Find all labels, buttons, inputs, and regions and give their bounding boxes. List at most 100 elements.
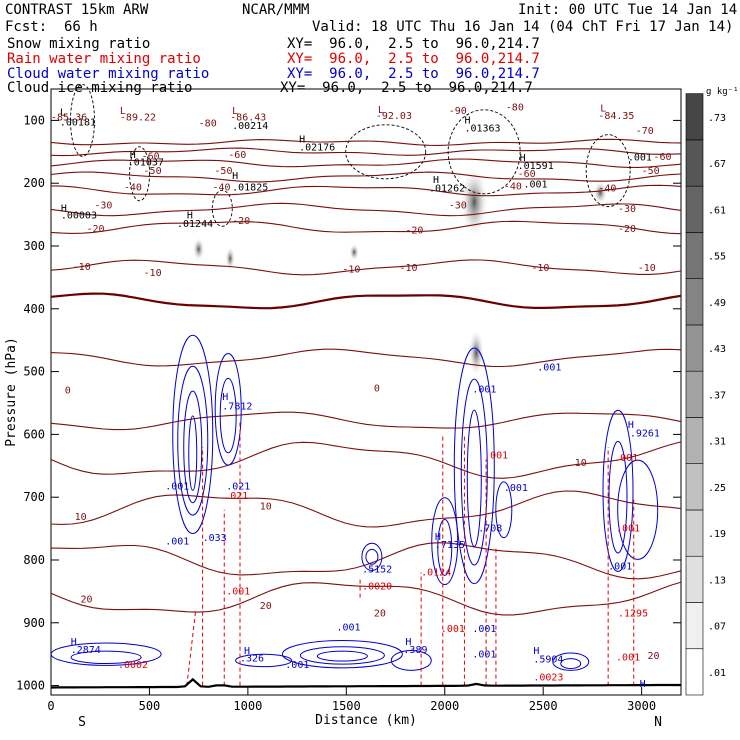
contour-label: -10 — [144, 268, 162, 279]
contour-label: -30 — [618, 204, 636, 215]
cloud-water-contour — [552, 652, 590, 671]
contour-label: -10 — [73, 262, 91, 273]
colorbar-step — [685, 602, 704, 650]
model-title: CONTRAST 15km ARW — [5, 2, 149, 18]
contour-label: .001 — [484, 450, 508, 461]
contour-label: .0020 — [362, 581, 392, 592]
contour-label: H — [435, 532, 441, 543]
rain-contour — [186, 610, 197, 686]
contour-label: 10 — [260, 502, 272, 513]
cloud-water-contour — [50, 642, 162, 666]
cloud-ice-contour — [70, 83, 95, 157]
field-name-cloud-water: Cloud water mixing ratio — [7, 66, 210, 82]
contour-label: 10 — [75, 512, 87, 523]
cloud-water-contour — [495, 481, 513, 539]
colorbar-step — [685, 555, 704, 603]
contour-label: .7812 — [222, 401, 252, 412]
endpoint-north: N — [654, 715, 662, 730]
cloud-water-contour — [172, 334, 214, 535]
cloud-ice-contour — [585, 134, 631, 208]
isotherm-line — [50, 292, 682, 310]
contour-label: .02176 — [299, 143, 335, 154]
x-tick-label: 1500 — [332, 699, 361, 713]
contour-label: L — [232, 106, 238, 117]
forecast-label: Fcst: — [5, 19, 48, 35]
contour-label: -40 — [124, 183, 142, 194]
cloud-water-contour — [183, 390, 203, 504]
y-tick-label: 200 — [23, 176, 45, 190]
contour-label: -20 — [405, 225, 423, 236]
contour-label: L — [600, 104, 606, 115]
cloud-ice-contour — [345, 124, 427, 180]
y-tick-label: 100 — [23, 113, 45, 127]
colorbar: .01 .07 .13 .19 .25 .31 .37 .43 .49 .55 .61 .67 .73 g… — [685, 87, 739, 696]
contour-label: -84.35 — [598, 111, 634, 122]
cloud-water-contour — [214, 352, 242, 466]
contour-label: .5904 — [533, 654, 563, 665]
contour-label: H — [244, 646, 250, 657]
contour-label: -10 — [399, 263, 417, 274]
contour-label: .001 — [616, 652, 640, 663]
colorbar-step — [685, 509, 704, 557]
contour-label: -80 — [199, 119, 217, 130]
colorbar-label: .37 — [708, 390, 726, 401]
isotherm-line — [50, 184, 682, 197]
cloud-water-contour — [299, 646, 385, 665]
x-tick-label: 2000 — [430, 699, 459, 713]
isotherm-line — [50, 202, 682, 217]
contour-label: H — [61, 203, 67, 214]
cloud-water-contour — [460, 378, 488, 566]
contour-label: -90 — [449, 106, 467, 117]
colorbar-step — [685, 417, 704, 465]
contour-label: L — [60, 107, 66, 118]
cloud-water-layer — [50, 334, 659, 671]
colorbar-label: .01 — [708, 668, 726, 679]
field-name-rain: Rain water mixing ratio — [7, 51, 201, 67]
y-tick-label: 500 — [23, 365, 45, 379]
contour-label: H — [464, 116, 470, 127]
terrain-surface-line — [50, 677, 681, 689]
contour-label: -60 — [228, 150, 246, 161]
contour-label: .021 — [224, 491, 248, 502]
contour-label: -60 — [653, 152, 671, 163]
colorbar-step — [685, 324, 704, 372]
cloud-water-contour — [361, 542, 383, 571]
colorbar-label: .55 — [708, 252, 726, 263]
field-name-cloud-ice: Cloud ice mixing ratio — [7, 80, 193, 96]
contour-label: .01037 — [128, 158, 164, 169]
colorbar-label: .61 — [708, 205, 726, 216]
contour-label: H — [187, 210, 193, 221]
colorbar-unit: g kg⁻¹ — [706, 87, 739, 97]
contour-label: .0023 — [533, 673, 563, 684]
snow-shade-cell — [593, 180, 608, 205]
colorbar-label: .43 — [708, 344, 726, 355]
isotherm-line — [50, 171, 682, 183]
field-name-snow: Snow mixing ratio — [7, 36, 151, 52]
isotherm-line — [50, 158, 682, 168]
contour-label: -86.43 — [230, 112, 266, 123]
isotherm-line — [50, 259, 682, 276]
y-tick-label: 400 — [23, 302, 45, 316]
contour-label: H — [222, 392, 228, 403]
colorbar-label: .73 — [708, 113, 726, 124]
colorbar-step — [685, 648, 704, 696]
field-xy-snow: XY= 96.0, 2.5 to 96.0,214.7 — [287, 36, 540, 52]
y-tick-label: 900 — [23, 616, 45, 630]
init-time: Init: 00 UTC Tue 14 Jan 14 — [518, 2, 738, 18]
contour-label: .9261 — [630, 428, 660, 439]
contour-label: .001 — [616, 524, 640, 535]
contour-label: .001 — [524, 180, 548, 191]
contour-label: .7135 — [435, 540, 465, 551]
contour-label: .001 — [537, 362, 561, 373]
contour-label: -10 — [531, 263, 549, 274]
contour-label: -10 — [638, 263, 656, 274]
contour-label: .00214 — [232, 121, 268, 132]
contour-label: H — [433, 175, 439, 186]
cloud-water-contour — [177, 365, 209, 516]
isotherm-line — [50, 490, 682, 528]
colorbar-label: .13 — [708, 575, 726, 586]
contour-label: .001 — [165, 536, 189, 547]
cloud-water-contour — [602, 409, 634, 573]
isotherm-line — [50, 220, 682, 235]
